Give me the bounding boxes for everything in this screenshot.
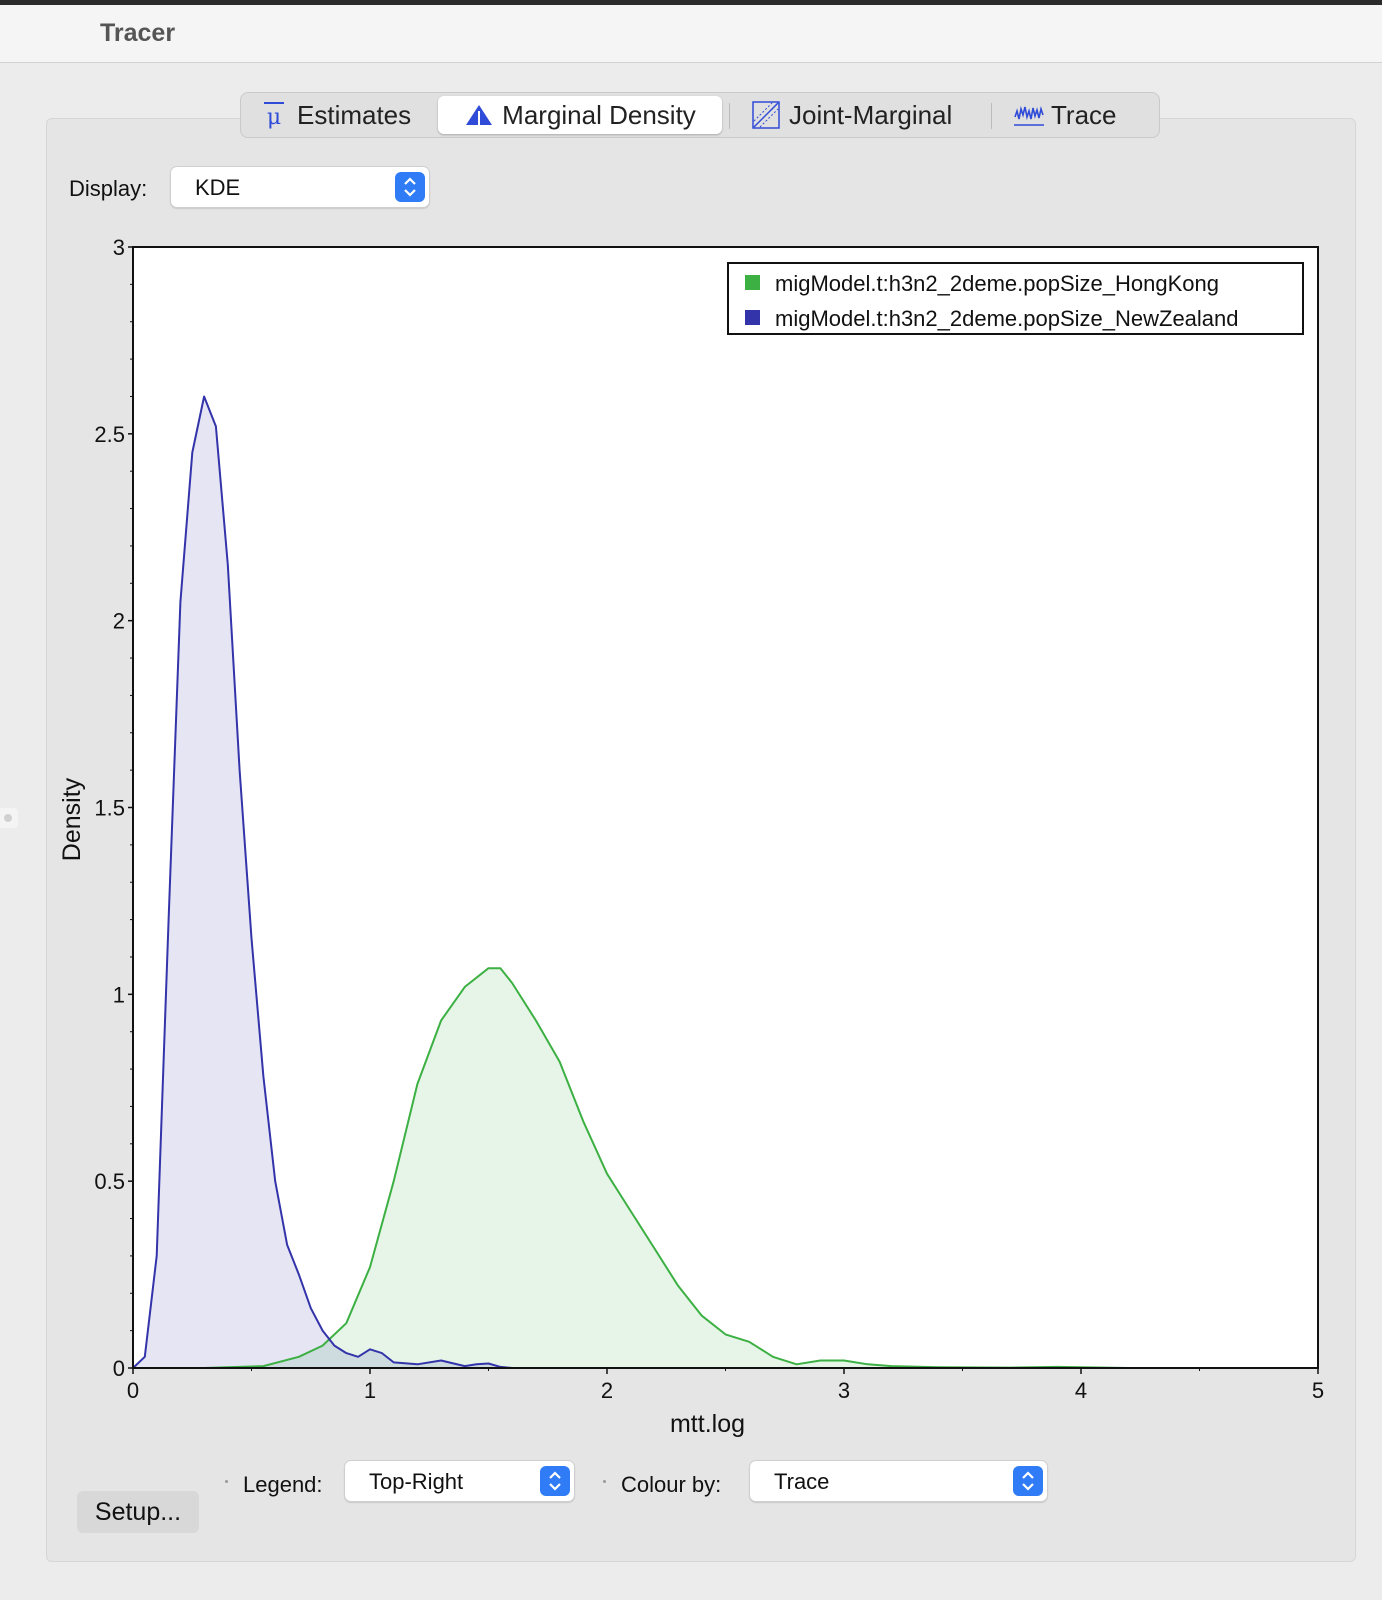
legend-box (727, 262, 1304, 335)
series-area-0 (204, 968, 1129, 1368)
display-select[interactable]: KDE (170, 166, 430, 208)
tab-bar: μ Estimates Marginal Density Joint-Margi… (240, 92, 1160, 138)
tab-marginal-density[interactable]: Marginal Density (438, 96, 722, 134)
density-peak-icon (464, 99, 494, 131)
legend-entry: migModel.t:h3n2_2deme.popSize_NewZealand (775, 306, 1239, 331)
colour-by-select[interactable]: Trace (749, 1460, 1048, 1502)
trace-icon (1013, 99, 1044, 131)
tab-trace[interactable]: Trace (1013, 96, 1117, 134)
mu-bar-icon: μ (259, 99, 289, 131)
split-handle-dot-icon (4, 814, 12, 822)
x-tick-label: 5 (1312, 1378, 1324, 1403)
y-tick-label: 0.5 (94, 1169, 125, 1194)
legend-swatch (745, 275, 760, 290)
series-line-0 (204, 967, 1129, 1369)
y-tick-label: 1 (113, 982, 125, 1007)
window-top-edge (0, 0, 1382, 5)
select-stepper-icon (395, 172, 425, 202)
legend-select-value: Top-Right (369, 1469, 464, 1494)
x-tick-label: 1 (364, 1378, 376, 1403)
series-line-1 (132, 395, 513, 1369)
colour-by-select-value: Trace (774, 1469, 830, 1494)
tab-separator (991, 103, 992, 129)
y-tick-label: 3 (113, 235, 125, 260)
joint-scatter-icon (751, 99, 781, 131)
title-bar: Tracer (0, 5, 1382, 63)
y-tick-label: 2.5 (94, 422, 125, 447)
plot-area (133, 247, 1318, 1368)
series-area-1 (133, 396, 513, 1368)
y-tick-label: 2 (113, 609, 125, 634)
display-select-value: KDE (195, 175, 241, 200)
tab-estimates[interactable]: μ Estimates (259, 96, 411, 134)
tab-joint-marginal[interactable]: Joint-Marginal (751, 96, 952, 134)
setup-button-label: Setup... (94, 1497, 182, 1526)
setup-button[interactable]: Setup... (77, 1491, 199, 1533)
x-axis-label: mtt.log (670, 1410, 745, 1438)
select-stepper-icon (540, 1466, 570, 1496)
tab-trace-label: Trace (1051, 99, 1117, 130)
legend-label: Legend: (243, 1472, 323, 1497)
svg-text:μ: μ (267, 105, 281, 130)
x-tick-label: 0 (127, 1378, 139, 1403)
colour-by-label: Colour by: (621, 1472, 722, 1497)
y-tick-label: 1.5 (94, 796, 125, 821)
tab-joint-marginal-label: Joint-Marginal (789, 99, 953, 130)
select-stepper-icon (1013, 1466, 1043, 1496)
legend-swatch (745, 310, 760, 325)
y-tick-label: 0 (113, 1356, 125, 1381)
tab-estimates-label: Estimates (297, 99, 412, 130)
display-label: Display: (69, 176, 148, 201)
tab-separator (729, 103, 730, 129)
y-axis-label: Density (58, 777, 86, 861)
separator-dot (225, 1480, 228, 1483)
legend-entry: migModel.t:h3n2_2deme.popSize_HongKong (775, 271, 1219, 296)
legend-select[interactable]: Top-Right (344, 1460, 575, 1502)
separator-dot (603, 1480, 606, 1483)
x-tick-label: 3 (838, 1378, 850, 1403)
tab-marginal-density-label: Marginal Density (502, 99, 696, 130)
window-title: Tracer (100, 19, 176, 47)
split-handle[interactable] (0, 808, 18, 828)
x-tick-label: 4 (1075, 1378, 1087, 1403)
x-tick-label: 2 (601, 1378, 613, 1403)
